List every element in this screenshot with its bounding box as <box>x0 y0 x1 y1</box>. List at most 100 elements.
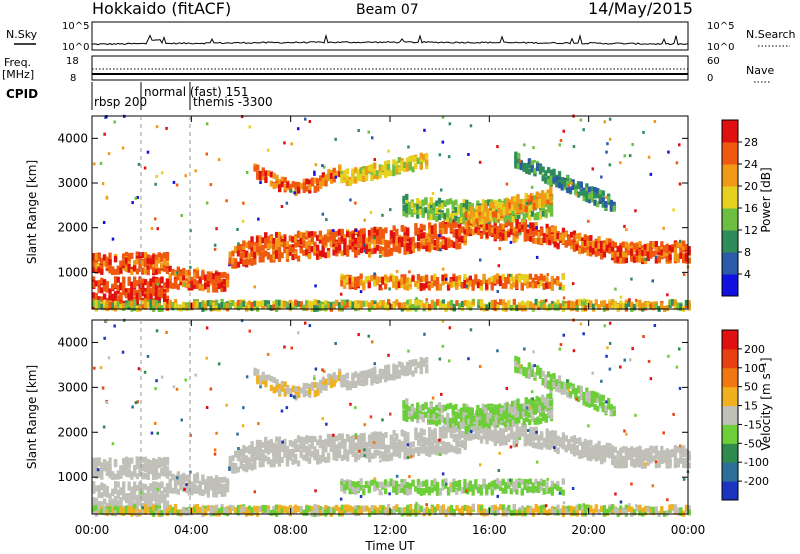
velocity-cell <box>108 457 112 464</box>
power-cell <box>433 301 437 308</box>
velocity-cell <box>92 461 96 468</box>
power-cell <box>616 252 620 259</box>
velocity-cell <box>359 433 363 440</box>
power-cell <box>583 304 587 311</box>
power-cell <box>308 179 312 186</box>
power-cell <box>357 230 361 237</box>
velocity-cell <box>163 470 167 477</box>
power-speck <box>410 250 413 254</box>
velocity-cell <box>458 432 462 438</box>
power-cell <box>609 204 614 211</box>
power-cell <box>504 277 508 283</box>
power-cell <box>441 274 445 281</box>
power-cell <box>575 244 579 251</box>
power-cell <box>463 234 467 241</box>
power-cell <box>525 167 529 174</box>
power-speck <box>634 298 638 302</box>
power-speck <box>155 259 158 263</box>
velocity-cell <box>228 461 232 468</box>
velocity-cell <box>395 441 399 448</box>
power-cell <box>662 246 667 253</box>
power-speck <box>93 162 96 166</box>
power-cell <box>476 200 480 207</box>
power-cell <box>613 257 617 264</box>
power-cell <box>138 252 142 259</box>
power-cell <box>242 240 246 247</box>
power-cell <box>530 165 534 172</box>
velocity-cell <box>436 441 440 448</box>
velocity-cell <box>261 449 265 456</box>
power-cell <box>586 245 590 252</box>
power-cell <box>547 206 551 212</box>
power-speck <box>623 154 626 158</box>
velocity-cell <box>141 456 145 463</box>
power-cell <box>378 166 382 173</box>
power-cell <box>250 242 254 249</box>
power-cell <box>572 234 577 241</box>
power-cell <box>594 247 598 254</box>
power-cell <box>277 248 282 255</box>
station-title: Hokkaido (fitACF) <box>92 0 231 18</box>
velocity-cell <box>138 467 142 474</box>
velocity-cell <box>621 462 626 469</box>
power-cell <box>561 232 566 239</box>
velocity-cell <box>583 444 587 451</box>
power-cell <box>444 237 448 244</box>
power-cell <box>463 229 467 236</box>
power-cell <box>403 166 407 172</box>
power-cell <box>411 166 415 173</box>
power-cell <box>242 259 246 266</box>
power-cell <box>448 198 453 205</box>
power-speck <box>387 149 390 153</box>
power-cell <box>632 246 637 253</box>
velocity-cell <box>624 451 628 458</box>
power-cell <box>518 228 522 235</box>
power-cell <box>294 299 298 306</box>
power-cell <box>152 254 156 261</box>
power-cell <box>143 288 148 294</box>
power-cell <box>234 246 238 253</box>
power-speck <box>605 195 608 199</box>
power-cell <box>143 261 148 268</box>
velocity-cell <box>160 467 164 474</box>
power-cell <box>553 278 557 285</box>
power-cell <box>370 174 374 181</box>
power-cell <box>319 179 323 186</box>
power-cell <box>646 251 650 258</box>
power-cell <box>253 245 257 252</box>
velocity-cell <box>176 488 180 495</box>
power-cell <box>577 191 581 198</box>
power-cell <box>119 301 123 307</box>
power-cell <box>405 162 410 169</box>
velocity-cell <box>395 433 399 440</box>
power-cell <box>408 281 412 288</box>
power-cell <box>242 244 246 250</box>
power-cell <box>444 303 448 310</box>
power-cell <box>447 220 451 227</box>
power-cell <box>302 232 306 239</box>
velocity-cell <box>488 430 492 437</box>
power-cell <box>345 180 350 187</box>
power-cell <box>359 273 363 280</box>
power-cell <box>598 191 603 198</box>
velocity-cell <box>277 452 282 459</box>
velocity-cell <box>206 485 210 492</box>
power-cell <box>531 282 535 289</box>
power-cell <box>236 299 241 306</box>
power-cell <box>288 183 293 190</box>
power-cell <box>483 216 487 223</box>
power-cell <box>256 164 260 171</box>
power-cell <box>530 160 534 167</box>
power-cell <box>395 299 399 306</box>
power-cell <box>318 237 322 244</box>
power-speck <box>682 273 686 276</box>
power-cell <box>652 250 656 257</box>
power-cell <box>370 300 374 306</box>
velocity-cell <box>187 479 191 486</box>
power-cell <box>462 203 466 210</box>
power-cell <box>460 282 464 288</box>
velocity-cell <box>537 436 541 443</box>
power-cell <box>272 243 276 250</box>
y-tick-label: 4000 <box>57 131 88 145</box>
